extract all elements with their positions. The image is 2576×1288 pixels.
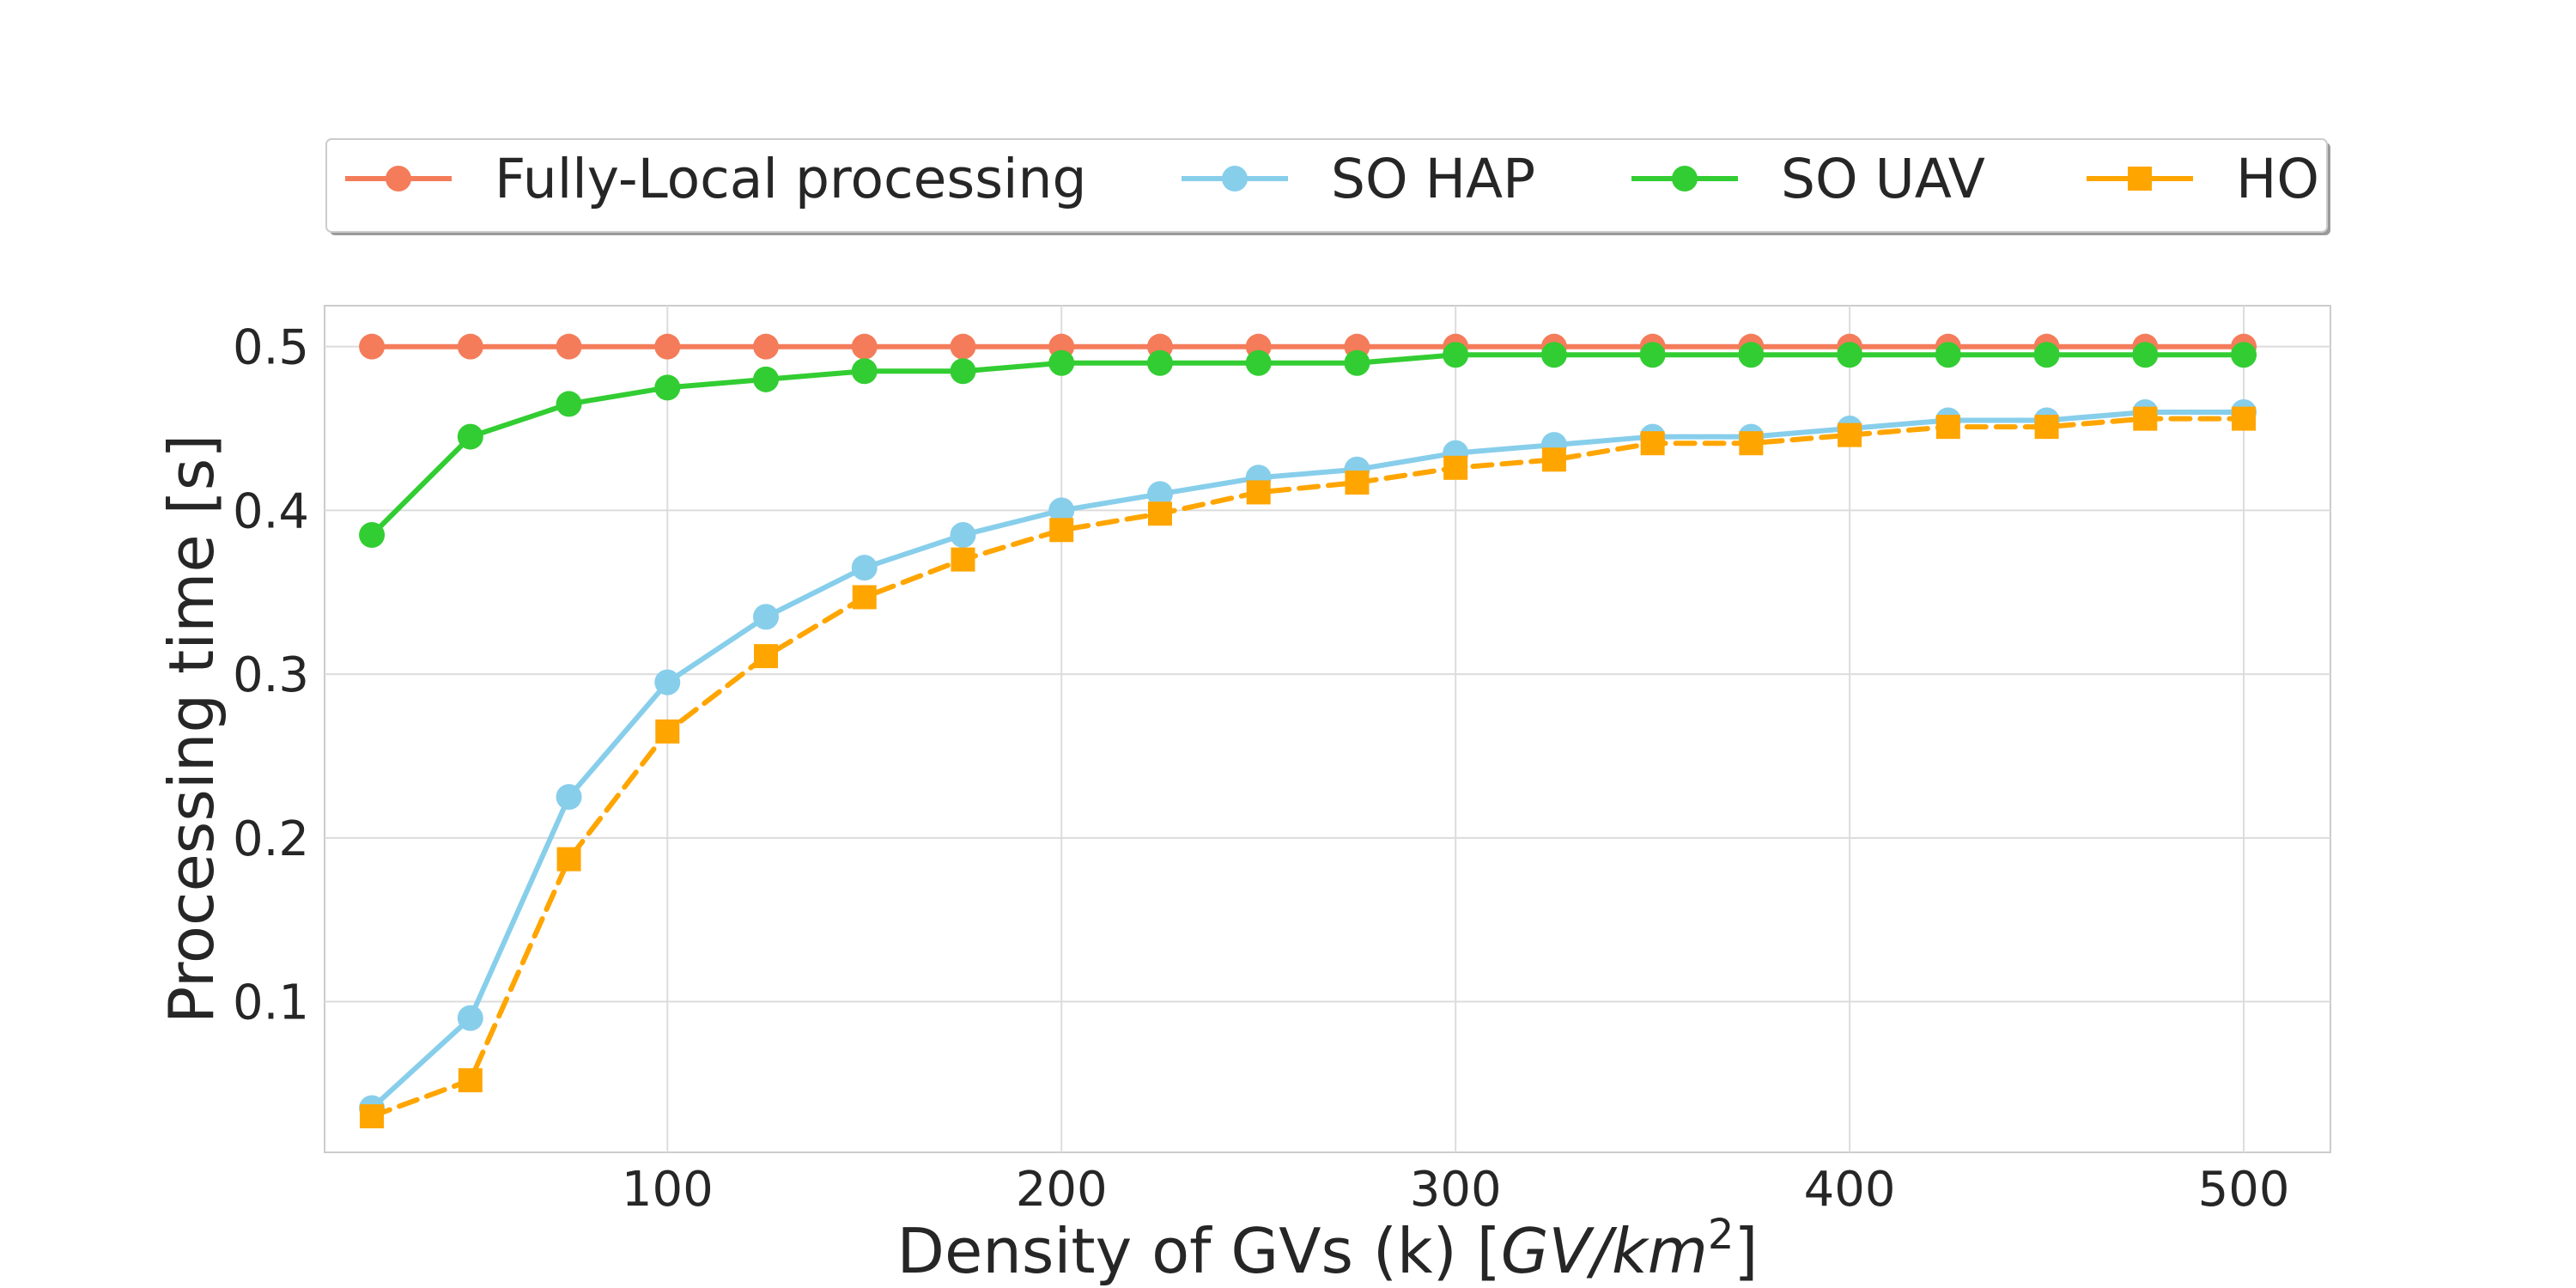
y-tick-label: 0.1 [233,975,309,1031]
data-point [951,547,975,572]
data-point [1738,342,1765,368]
data-point [950,522,976,549]
legend-entry: HO [2087,148,2319,210]
data-point [1640,431,1665,456]
legend-marker [2128,167,2152,191]
x-tick-label: 100 [622,1162,714,1218]
y-tick-label: 0.5 [233,320,309,376]
x-axis-label-prefix: Density of GVs (k) [ [897,1215,1501,1287]
y-tick-label: 0.4 [233,483,309,539]
data-point [2034,415,2059,440]
data-point [1739,431,1764,456]
data-point [457,1005,483,1031]
data-point [556,847,581,872]
data-point [457,333,483,360]
data-point [1146,349,1173,376]
data-point [2033,342,2060,368]
data-point [1541,447,1566,472]
x-axis-label-superscript: 2 [1708,1211,1735,1259]
data-point [1838,422,1862,447]
data-point [753,366,780,392]
data-point [851,333,878,360]
data-point [654,669,681,696]
data-point [556,391,582,417]
data-point [458,1068,483,1093]
series-so-uav [359,342,2257,549]
data-point [1443,342,1469,368]
data-point [556,784,582,811]
data-point [851,555,878,581]
data-point [1345,470,1370,495]
x-axis-label: Density of GVs (k) [GV/km2] [897,1211,1759,1287]
data-point [2132,342,2159,368]
legend-box [325,138,2328,233]
legend-entry: SO HAP [1182,148,1535,210]
y-tick-label: 0.2 [233,811,309,867]
legend: Fully-Local processing SO HAP SO UAV HO [345,148,2319,210]
data-point [359,522,386,549]
data-point [2232,406,2257,431]
data-point [950,358,976,385]
legend-label: SO HAP [1331,148,1535,210]
data-point [1146,481,1173,507]
data-point [1837,342,1863,368]
x-tick-label: 400 [1804,1162,1896,1218]
x-axis-label-suffix: ] [1734,1215,1758,1287]
data-point [360,1104,385,1129]
data-point [654,374,681,401]
series-ho [360,406,2257,1129]
y-axis-label: Processing time [s] [155,434,228,1024]
legend-marker [386,166,411,191]
x-tick-label: 300 [1410,1162,1502,1218]
data-point [1048,497,1075,524]
data-point [950,333,976,360]
x-tick-label: 200 [1016,1162,1108,1218]
data-point [1147,501,1172,526]
series-line [369,416,2246,1119]
data-point [1443,455,1468,480]
data-point [1935,342,1961,368]
series-line [369,352,2246,538]
data-point [1049,518,1074,543]
x-tick-label: 500 [2198,1162,2290,1218]
data-point [1639,342,1666,368]
legend-marker [1672,166,1698,191]
data-point [2133,406,2158,431]
data-point [851,358,878,385]
data-point [654,333,681,360]
axis-ticks: 100 200 300 400 500 0.1 0.2 0.3 0.4 0.5 [233,320,2290,1218]
data-point [753,604,780,630]
legend-label: HO [2236,148,2319,210]
data-point [655,719,680,744]
data-point [556,333,582,360]
data-point [1048,349,1075,376]
legend-label: SO UAV [1781,148,1985,210]
y-tick-label: 0.3 [233,647,309,703]
x-axis-label-unit: GV/km [1501,1215,1708,1287]
data-point [1344,349,1370,376]
data-point [753,333,780,360]
series-layer [359,333,2257,1129]
data-point [1246,480,1271,505]
legend-entry: SO UAV [1631,148,1985,210]
data-point [852,585,877,610]
data-point [754,644,779,669]
data-point [359,333,386,360]
legend-entry: Fully-Local processing [345,148,1086,210]
data-point [1935,415,1960,440]
legend-label: Fully-Local processing [495,148,1086,210]
legend-marker [1222,166,1248,191]
series-line [369,410,2246,1111]
data-point [1245,349,1272,376]
data-point [2231,342,2257,368]
data-point [457,423,483,450]
data-point [1540,342,1567,368]
